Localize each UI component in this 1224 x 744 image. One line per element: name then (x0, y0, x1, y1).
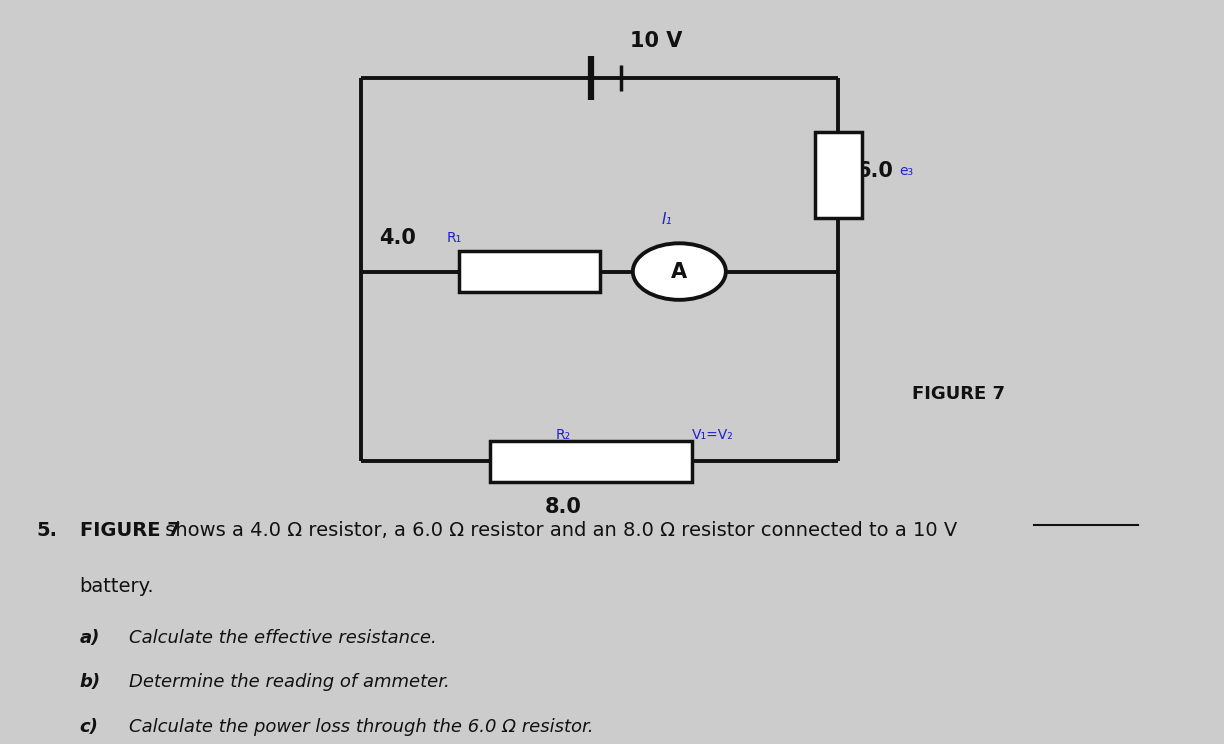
Bar (459, 251, 600, 292)
Text: FIGURE 7: FIGURE 7 (80, 521, 180, 540)
Circle shape (633, 243, 726, 300)
Text: 10 V: 10 V (630, 31, 683, 51)
Text: battery.: battery. (80, 577, 154, 596)
Text: 6.0: 6.0 (857, 161, 894, 181)
Text: FIGURE 7: FIGURE 7 (912, 385, 1005, 403)
Text: Calculate the effective resistance.: Calculate the effective resistance. (129, 629, 436, 647)
Text: Calculate the power loss through the 6.0 Ω resistor.: Calculate the power loss through the 6.0… (129, 718, 592, 736)
Text: e₃: e₃ (900, 164, 914, 178)
Text: a): a) (80, 629, 100, 647)
Text: 4.0: 4.0 (379, 228, 416, 248)
Text: 8.0: 8.0 (545, 498, 581, 517)
Text: A: A (671, 262, 688, 281)
Bar (815, 132, 862, 217)
Text: I₁: I₁ (662, 212, 672, 227)
Text: R₂: R₂ (556, 429, 570, 442)
Text: 5.: 5. (37, 521, 58, 540)
Text: shows a 4.0 Ω resistor, a 6.0 Ω resistor and an 8.0 Ω resistor connected to a 10: shows a 4.0 Ω resistor, a 6.0 Ω resistor… (159, 521, 957, 540)
Text: R₁: R₁ (447, 231, 461, 245)
Text: V₁=V₂: V₁=V₂ (692, 429, 733, 442)
Text: Determine the reading of ammeter.: Determine the reading of ammeter. (129, 673, 449, 691)
Text: b): b) (80, 673, 100, 691)
Bar (490, 440, 692, 482)
Text: c): c) (80, 718, 98, 736)
